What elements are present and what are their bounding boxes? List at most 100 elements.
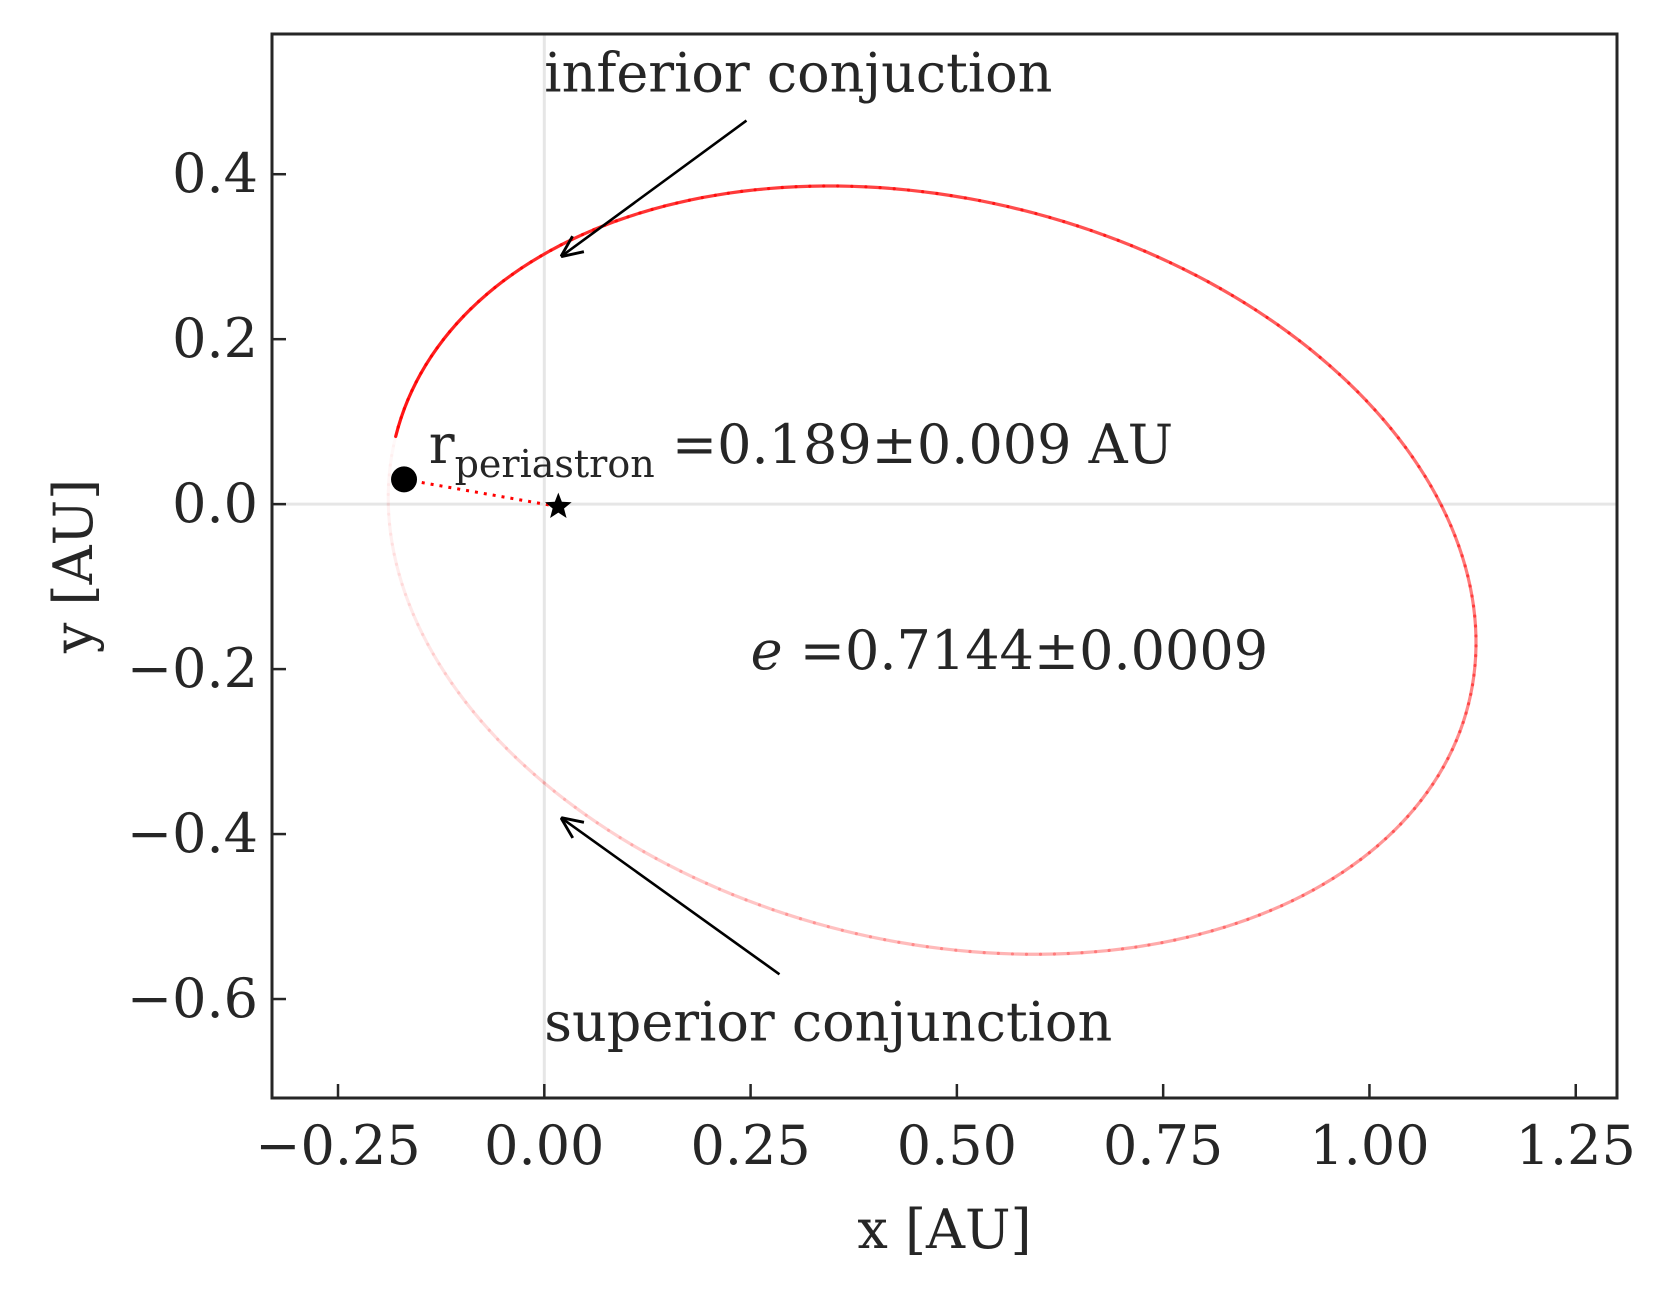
orbit-segment — [424, 354, 434, 367]
orbit-segment — [539, 248, 553, 258]
orbit-segment — [1156, 255, 1173, 265]
orbit-segment — [552, 789, 567, 801]
eccentricity-label: e =0.7144±0.0009 — [751, 619, 1269, 682]
orbit-segment — [392, 552, 399, 566]
orbit-segment — [549, 243, 563, 252]
orbit-segment — [1399, 814, 1410, 826]
annotations: inferior conjuction superior conjunction… — [429, 42, 1268, 1054]
orbit-segment — [1359, 851, 1371, 862]
orbit-segment — [414, 371, 423, 384]
orbit-segment — [977, 199, 996, 206]
orbit-segment — [559, 237, 574, 247]
orbit-segment — [1116, 238, 1134, 248]
orbit-segment — [1210, 925, 1226, 933]
orbit-segment — [1318, 355, 1332, 368]
orbit-segment — [1134, 943, 1151, 949]
orbit-segment — [1350, 857, 1363, 868]
orbit-segment — [949, 194, 967, 200]
orbit-segment — [1347, 381, 1360, 394]
x-axis-ticks: −0.25 0.00 0.25 0.50 0.75 1.00 1.25 — [255, 1084, 1636, 1177]
orbit-segment — [1094, 948, 1111, 954]
eccentricity-value: =0.7144±0.0009 — [783, 619, 1269, 682]
orbit-segment — [717, 887, 735, 897]
orbit-segment — [493, 279, 506, 290]
orbit-segment — [1450, 739, 1458, 752]
orbit-segment — [1444, 514, 1453, 528]
orbit-segment — [1331, 870, 1345, 880]
orbit-segment — [868, 935, 887, 942]
orbit-segment — [1464, 702, 1471, 715]
orbit-segment — [878, 186, 896, 191]
orbit-segment — [1218, 286, 1234, 298]
orbit-segment — [1436, 765, 1445, 778]
orbit-segment — [1280, 899, 1295, 908]
orbit-segment — [1364, 399, 1377, 412]
orbit-segment — [1234, 917, 1250, 925]
orbit-segment — [1391, 822, 1403, 834]
orbit-segment — [1290, 893, 1305, 903]
orbit-segment — [892, 187, 911, 192]
orbit-segment — [411, 612, 420, 627]
orbit-segment — [1471, 604, 1477, 618]
orbit-segment — [1470, 673, 1476, 687]
orbit-segment — [1034, 212, 1052, 220]
orbit-segment — [1103, 233, 1120, 242]
orbit-segment — [992, 201, 1010, 209]
periastron-subscript: periastron — [455, 442, 655, 486]
superior-conjunction-label: superior conjunction — [544, 990, 1112, 1053]
y-axis-ticks: −0.6 −0.4 −0.2 0.0 0.2 0.4 — [127, 142, 286, 1030]
orbit-segment — [399, 406, 406, 420]
orbit-segment — [570, 232, 585, 242]
orbit-segment — [771, 908, 789, 916]
orbit-segment — [573, 805, 588, 817]
orbit-segment — [457, 691, 468, 704]
orbit-segment — [1367, 844, 1380, 855]
orbit-segment — [618, 836, 634, 847]
orbit-segment — [1376, 837, 1388, 848]
orbit-segment — [1230, 293, 1246, 305]
inferior-conjunction-arrow — [561, 119, 748, 257]
orbit-segment — [996, 951, 1015, 956]
orbit-segment — [1006, 205, 1024, 212]
orbit-segment — [448, 322, 459, 334]
orbit-segment — [883, 938, 901, 944]
orbit-segment — [435, 338, 445, 350]
orbit-segment — [740, 188, 757, 193]
orbit-segment — [394, 436, 396, 445]
orbit-segment — [1423, 474, 1433, 488]
orbit-segment — [626, 211, 642, 219]
orbit-segment — [419, 362, 428, 375]
orbit-segment — [1206, 280, 1222, 291]
orbit-segment — [504, 746, 518, 759]
orbit-segment — [1308, 347, 1322, 359]
orbit-segment — [1169, 261, 1185, 271]
orbit-segment — [675, 198, 692, 205]
x-tick-label: 1.00 — [1309, 1114, 1429, 1177]
orbit-segment — [1373, 408, 1385, 421]
orbit-segment — [1080, 950, 1098, 955]
orbit-segment — [921, 190, 939, 196]
y-axis-label: y [AU] — [42, 479, 105, 654]
orbit-segment — [939, 946, 958, 952]
orbit-segment — [731, 892, 748, 902]
orbit-segment — [713, 191, 731, 197]
orbit-segment — [854, 932, 873, 939]
orbit-segment — [864, 185, 882, 190]
orbit-segment — [1460, 554, 1467, 568]
orbit-segment — [1287, 331, 1302, 343]
orbit-segment — [595, 821, 611, 832]
orbit-segment — [532, 772, 546, 785]
orbit-segment — [1458, 720, 1465, 734]
orbit-segment — [1425, 782, 1435, 795]
orbit-segment — [744, 898, 762, 907]
orbit-segment — [1466, 574, 1472, 588]
orbit-segment — [794, 184, 812, 189]
periastron-symbol: r — [429, 413, 455, 476]
orbit-segment — [1129, 244, 1147, 253]
orbit-segment — [1160, 938, 1177, 945]
axes: −0.25 0.00 0.25 0.50 0.75 1.00 1.25 −0.6−0.4−0… — [42, 32, 1636, 1261]
orbit-segment — [426, 642, 435, 656]
orbit-segment — [479, 719, 491, 732]
orbit-segment — [1120, 945, 1138, 951]
periastron-distance-label: rperiastron =0.189±0.009 AU — [429, 413, 1173, 486]
